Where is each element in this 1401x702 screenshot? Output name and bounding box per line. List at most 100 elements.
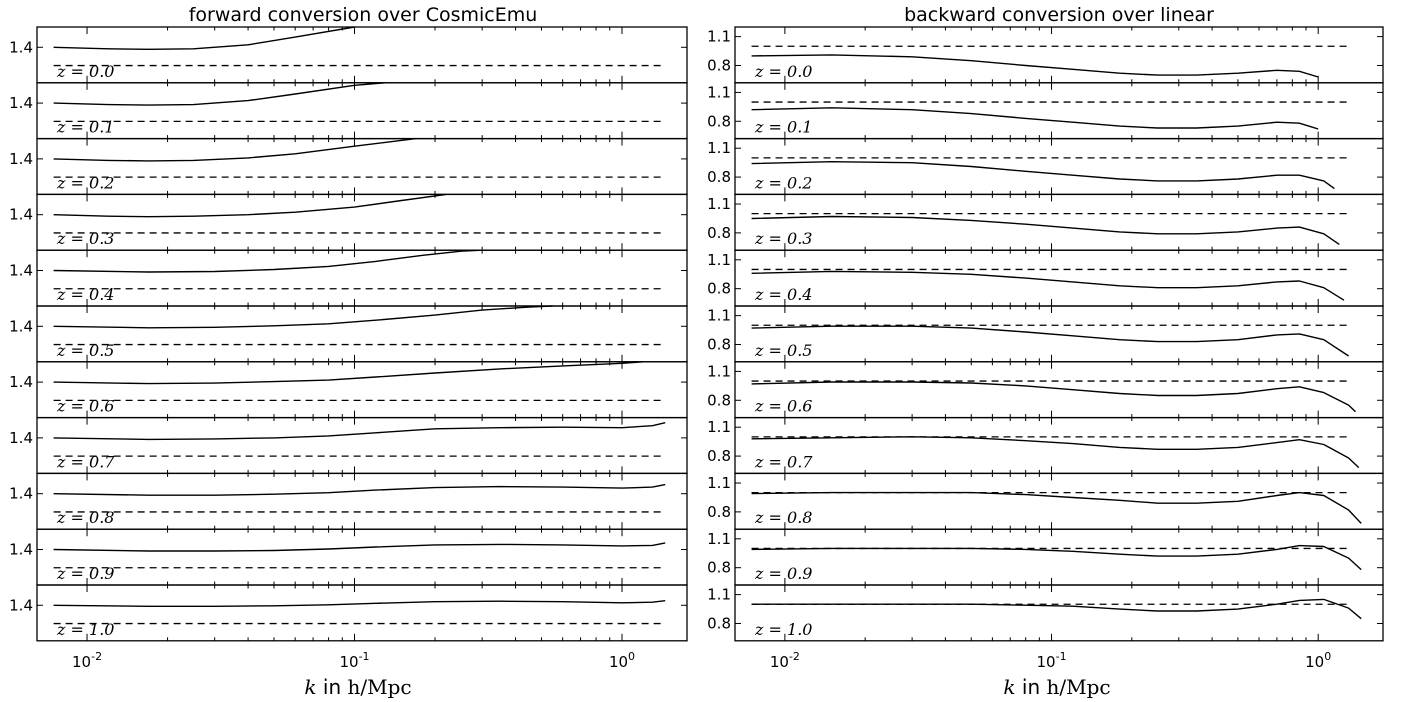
series-line	[751, 544, 1362, 571]
panel-frame	[734, 137, 1384, 196]
panel-frame	[36, 82, 688, 140]
backward-panel: 1.1 0.8 z = 0.6	[707, 361, 1384, 419]
series-line	[751, 270, 1345, 301]
redshift-label: z = 0.7	[56, 452, 115, 471]
y-tick-label: 1.1	[707, 195, 731, 213]
y-tick-label: 1.4	[9, 429, 33, 447]
y-tick-label: 1.4	[9, 373, 33, 391]
redshift-label: z = 0.1	[56, 118, 114, 137]
backward-panel: 1.1 0.8 z = 0.3	[707, 193, 1384, 251]
series-line	[53, 542, 666, 552]
series-line	[751, 491, 1362, 524]
x-tick-label-base: 10	[1305, 653, 1324, 671]
y-tick-label: 0.8	[707, 559, 731, 577]
x-tick-label-base: 10	[72, 653, 91, 671]
x-tick-label-exponent: -2	[91, 650, 102, 663]
forward-panel: 1.4 z = 0.3	[9, 193, 688, 251]
redshift-label: z = 0.2	[754, 173, 812, 192]
series-line	[53, 26, 355, 50]
y-tick-label: 0.8	[707, 224, 731, 242]
y-tick-label: 0.8	[707, 335, 731, 353]
redshift-label: z = 1.0	[754, 620, 812, 639]
series-line	[751, 215, 1340, 245]
backward-chart: backward conversion over linear 1.1 0.8 z …	[707, 4, 1384, 699]
redshift-label: z = 0.3	[754, 229, 812, 248]
x-tick-label: 10-1	[1037, 650, 1067, 671]
backward-panel: 1.1 0.8 z = 1.0	[707, 584, 1384, 642]
x-tick-label-base: 10	[339, 653, 358, 671]
x-tick-label-base: 10	[1037, 653, 1056, 671]
panel-frame	[36, 26, 688, 84]
x-tick-label-exponent: -1	[1056, 650, 1067, 663]
redshift-label: z = 0.0	[754, 62, 812, 81]
series-line	[53, 361, 644, 385]
y-tick-label: 1.1	[707, 530, 731, 548]
panel-frame	[36, 249, 688, 307]
backward-panel: 1.1 0.8 z = 0.9	[707, 528, 1384, 586]
backward-x-axis-label: k in h/Mpc	[1003, 675, 1110, 699]
series-line	[53, 422, 666, 441]
panel-frame	[36, 193, 688, 251]
redshift-label: z = 1.0	[56, 620, 114, 639]
y-tick-label: 0.8	[707, 614, 731, 632]
panel-frame	[734, 82, 1384, 140]
y-tick-label: 1.1	[707, 418, 731, 436]
forward-x-axis-label: k in h/Mpc	[304, 675, 411, 699]
series-line	[751, 381, 1356, 413]
forward-panel: 1.4 z = 1.0	[9, 584, 688, 642]
forward-x-ticks: 10-2 10-1 100	[72, 650, 635, 671]
redshift-label: z = 0.2	[56, 173, 114, 192]
panel-frame	[36, 528, 688, 586]
backward-panel: 1.1 0.8 z = 0.2	[707, 137, 1384, 196]
series-line	[751, 160, 1335, 190]
panel-frame	[734, 528, 1384, 586]
forward-panel: 1.4 z = 0.7	[9, 416, 688, 475]
redshift-label: z = 0.9	[754, 564, 812, 583]
series-line	[53, 249, 483, 273]
y-tick-label: 0.8	[707, 280, 731, 298]
series-line	[751, 107, 1319, 130]
x-tick-label: 10-2	[770, 650, 800, 671]
y-tick-label: 0.8	[707, 56, 731, 74]
redshift-label: z = 0.3	[56, 229, 114, 248]
forward-chart: forward conversion over CosmicEmu 1.4 z =…	[9, 4, 688, 699]
backward-x-ticks: 10-2 10-1 100	[770, 650, 1331, 671]
series-line	[53, 137, 417, 162]
forward-panel: 1.4 z = 0.2	[9, 137, 688, 196]
panel-frame	[36, 361, 688, 419]
panel-frame	[734, 361, 1384, 419]
redshift-label: z = 0.1	[754, 118, 812, 137]
panel-frame	[734, 416, 1384, 475]
redshift-label: z = 0.4	[56, 285, 114, 304]
forward-panel: 1.4 z = 0.8	[9, 472, 688, 530]
y-tick-label: 1.1	[707, 474, 731, 492]
y-tick-label: 1.1	[707, 362, 731, 380]
series-line	[53, 483, 666, 496]
x-tick-label: 10-2	[72, 650, 102, 671]
forward-chart-title: forward conversion over CosmicEmu	[189, 4, 538, 26]
panel-frame	[734, 584, 1384, 642]
y-tick-label: 1.4	[9, 38, 33, 56]
panel-frame	[36, 584, 688, 642]
x-tick-label-exponent: 0	[1324, 650, 1331, 663]
y-tick-label: 1.1	[707, 28, 731, 46]
y-tick-label: 1.1	[707, 586, 731, 604]
redshift-label: z = 0.8	[754, 508, 812, 527]
redshift-label: z = 0.7	[754, 452, 813, 471]
y-tick-label: 1.1	[707, 83, 731, 101]
forward-panels: 1.4 z = 0.0 1.4 z = 0.1 1.4 z = 0.2 1.4 z = 0.3…	[9, 26, 688, 642]
panel-frame	[734, 193, 1384, 251]
backward-panel: 1.1 0.8 z = 0.4	[707, 249, 1384, 307]
redshift-label: z = 0.4	[754, 285, 812, 304]
y-tick-label: 1.4	[9, 317, 33, 335]
forward-panel: 1.4 z = 0.9	[9, 528, 688, 586]
panel-frame	[36, 472, 688, 530]
backward-chart-title: backward conversion over linear	[904, 4, 1214, 26]
x-tick-label-exponent: -1	[359, 650, 370, 663]
series-line	[751, 325, 1349, 357]
panel-frame	[734, 249, 1384, 307]
y-tick-label: 1.4	[9, 540, 33, 558]
y-tick-label: 1.4	[9, 206, 33, 224]
x-tick-label-exponent: 0	[628, 650, 635, 663]
